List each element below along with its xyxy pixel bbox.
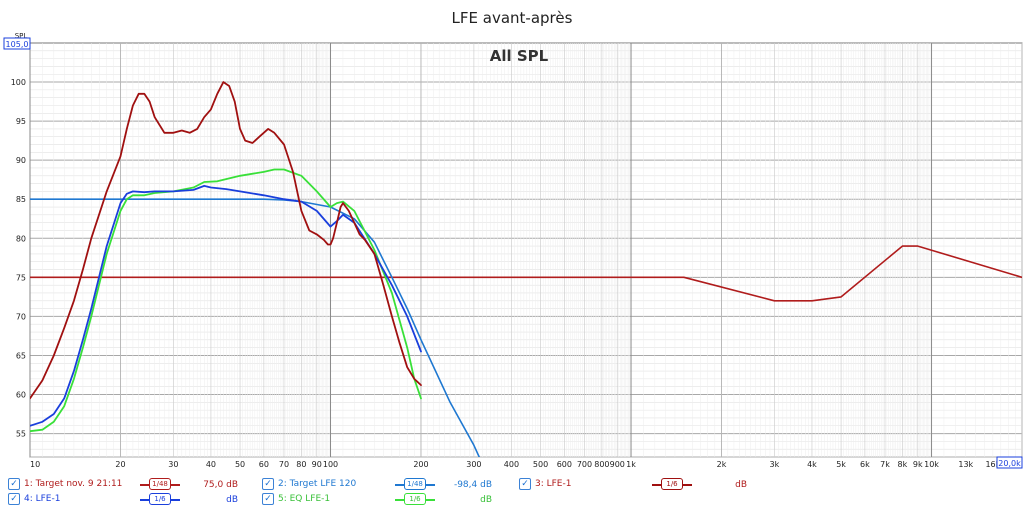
y-tick-label: 95 xyxy=(16,117,26,126)
x-tick-label: 90 xyxy=(312,460,322,469)
checkbox-checked-icon[interactable]: ✓ xyxy=(262,493,274,505)
chart-grid xyxy=(29,42,1023,458)
x-tick-label: 1k xyxy=(626,460,636,469)
x-tick-label: 60 xyxy=(259,460,269,469)
y-axis-unit-label: SPL xyxy=(15,32,28,40)
x-tick-label: 10k xyxy=(924,460,939,469)
legend-label: 3: LFE-1 xyxy=(535,479,572,489)
legend-label: 2: Target LFE 120 xyxy=(278,479,357,489)
y-tick-label: 60 xyxy=(16,391,26,400)
x-tick-label: 10 xyxy=(30,460,40,469)
chart-subtitle: All SPL xyxy=(490,47,549,65)
x-tick-label: 20 xyxy=(115,460,125,469)
x-tick-label: 16k xyxy=(985,460,1000,469)
legend: ✓ 1: Target nov. 9 21:11 1/48 75,0 dB ✓ … xyxy=(0,474,1024,507)
smoothing-denominator: 6 xyxy=(416,495,421,503)
smoothing-numerator: 1 xyxy=(666,480,671,488)
x-tick-label: 4k xyxy=(807,460,817,469)
legend-item-lfe-raw[interactable]: ✓ 3: LFE-1 xyxy=(519,477,571,491)
legend-value: dB xyxy=(735,480,747,490)
x-tick-label: 2k xyxy=(717,460,727,469)
legend-item-lfe-measured[interactable]: ✓ 4: LFE-1 xyxy=(8,492,60,506)
x-tick-label: 700 xyxy=(577,460,592,469)
y-axis-tick-labels: 55 60 65 70 75 80 85 90 95 100 xyxy=(11,78,26,439)
y-tick-label: 65 xyxy=(16,351,26,360)
checkbox-checked-icon[interactable]: ✓ xyxy=(8,478,20,490)
x-tick-label: 3k xyxy=(770,460,780,469)
y-tick-label: 90 xyxy=(16,156,26,165)
x-tick-label: 500 xyxy=(533,460,548,469)
series-line-target1 xyxy=(30,245,1022,302)
smoothing-numerator: 1 xyxy=(152,480,157,488)
checkbox-checked-icon[interactable]: ✓ xyxy=(519,478,531,490)
plot-area xyxy=(29,42,1023,458)
x-tick-label: 50 xyxy=(235,460,245,469)
x-tick-label: 7k xyxy=(880,460,890,469)
smoothing-badge[interactable]: 1/48 xyxy=(140,478,180,490)
y-axis-max-box[interactable] xyxy=(3,37,31,50)
x-axis-max-value: 20,0k xyxy=(998,459,1021,468)
x-tick-label: 900 xyxy=(610,460,625,469)
y-tick-label: 85 xyxy=(16,195,26,204)
smoothing-badge[interactable]: 1/6 xyxy=(652,478,692,490)
smoothing-badge[interactable]: 1/6 xyxy=(140,493,180,505)
x-tick-label: 80 xyxy=(296,460,306,469)
y-tick-label: 80 xyxy=(16,234,26,243)
smoothing-denominator: 48 xyxy=(158,480,168,488)
legend-value: dB xyxy=(480,495,492,505)
x-tick-label: 30 xyxy=(168,460,178,469)
legend-value: -98,4 dB xyxy=(453,480,492,490)
y-tick-label: 75 xyxy=(16,273,26,282)
legend-item-eq-lfe[interactable]: ✓ 5: EQ LFE-1 xyxy=(262,492,330,506)
smoothing-numerator: 1 xyxy=(409,495,414,503)
x-tick-label: 13k xyxy=(958,460,973,469)
x-tick-label: 6k xyxy=(860,460,870,469)
series-line-eq-lfe xyxy=(30,168,422,433)
x-tick-label: 5k xyxy=(836,460,846,469)
x-axis-max-box[interactable] xyxy=(996,456,1023,469)
checkbox-checked-icon[interactable]: ✓ xyxy=(262,478,274,490)
smoothing-numerator: 1 xyxy=(407,480,412,488)
x-tick-label: 100 xyxy=(323,460,338,469)
smoothing-badge[interactable]: 1/6 xyxy=(395,493,435,505)
y-tick-label: 100 xyxy=(11,78,26,87)
y-tick-label: 70 xyxy=(16,312,26,321)
chart-series-lines xyxy=(30,81,1022,457)
x-tick-label: 40 xyxy=(206,460,216,469)
smoothing-denominator: 6 xyxy=(161,495,166,503)
x-tick-label: 9k xyxy=(913,460,923,469)
smoothing-badge[interactable]: 1/48 xyxy=(395,478,435,490)
x-tick-label: 300 xyxy=(466,460,481,469)
y-axis-max-value: 105,0 xyxy=(6,40,29,49)
legend-item-target1[interactable]: ✓ 1: Target nov. 9 21:11 xyxy=(8,477,122,491)
x-tick-label: 600 xyxy=(557,460,572,469)
y-tick-label: 55 xyxy=(16,430,26,439)
spl-chart[interactable]: 55 60 65 70 75 80 85 90 95 100 10 20 30 40 50 60 70 80 90… xyxy=(0,0,1024,474)
x-tick-label: 400 xyxy=(504,460,519,469)
legend-value: dB xyxy=(226,495,238,505)
x-tick-label: 800 xyxy=(594,460,609,469)
smoothing-denominator: 6 xyxy=(673,480,678,488)
legend-value: 75,0 dB xyxy=(203,480,238,490)
legend-label: 5: EQ LFE-1 xyxy=(278,494,331,504)
series-line-lfe-measured xyxy=(30,184,422,427)
legend-label: 4: LFE-1 xyxy=(24,494,61,504)
legend-label: 1: Target nov. 9 21:11 xyxy=(24,479,123,489)
checkbox-checked-icon[interactable]: ✓ xyxy=(8,493,20,505)
series-line-lfe-raw xyxy=(30,81,422,400)
x-tick-label: 8k xyxy=(898,460,908,469)
x-axis-tick-labels: 10 20 30 40 50 60 70 80 90 100 200 300 400 500 600 700 8… xyxy=(30,460,1001,469)
smoothing-numerator: 1 xyxy=(154,495,159,503)
x-tick-label: 200 xyxy=(413,460,428,469)
x-tick-label: 70 xyxy=(279,460,289,469)
legend-item-target2[interactable]: ✓ 2: Target LFE 120 xyxy=(262,477,356,491)
chart-title: LFE avant-après xyxy=(452,9,573,27)
smoothing-denominator: 48 xyxy=(413,480,423,488)
